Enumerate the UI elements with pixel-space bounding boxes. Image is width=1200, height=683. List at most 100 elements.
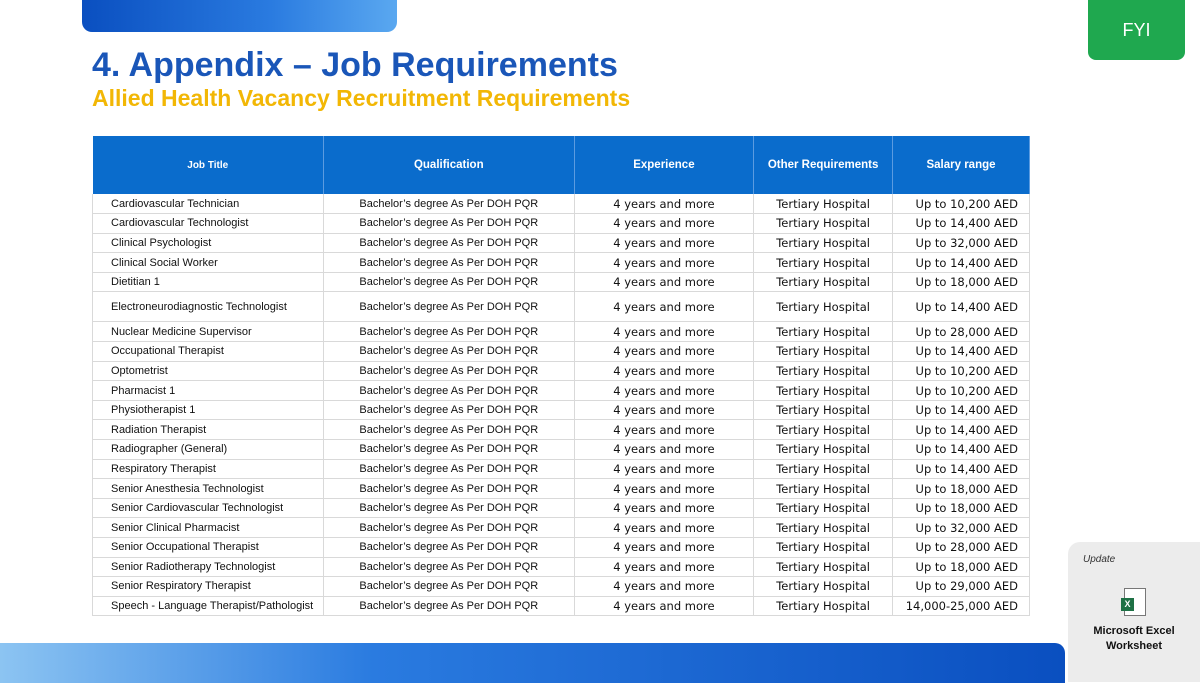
page-subtitle: Allied Health Vacancy Recruitment Requir… [92,85,631,111]
cell-experience: 4 years and more [574,459,755,480]
cell-experience: 4 years and more [574,439,755,460]
cell-job-title: Clinical Psychologist [92,233,324,254]
cell-qualification: Bachelor’s degree As Per DOH PQR [323,596,575,617]
cell-qualification: Bachelor’s degree As Per DOH PQR [323,498,575,519]
cell-qualification: Bachelor’s degree As Per DOH PQR [323,537,575,558]
table-row: Senior Respiratory Therapist Bachelor’s d… [92,576,1030,597]
cell-salary-range: Up to 14,400 AED [892,291,1030,323]
cell-job-title: Respiratory Therapist [92,459,324,480]
cell-job-title: Senior Cardiovascular Technologist [92,498,324,519]
cell-salary-range: Up to 18,000 AED [892,272,1030,293]
cell-job-title: Senior Anesthesia Technologist [92,478,324,499]
cell-salary-range: Up to 14,400 AED [892,439,1030,460]
cell-job-title: Dietitian 1 [92,272,324,293]
cell-qualification: Bachelor’s degree As Per DOH PQR [323,341,575,362]
cell-experience: 4 years and more [574,596,755,617]
cell-other-requirements: Tertiary Hospital [753,291,893,323]
table-row: Occupational Therapist Bachelor’s degree … [92,341,1030,362]
top-decor-bar [82,0,397,32]
cell-salary-range: Up to 14,400 AED [892,341,1030,362]
cell-qualification: Bachelor’s degree As Per DOH PQR [323,361,575,382]
cell-salary-range: Up to 14,400 AED [892,400,1030,421]
cell-experience: 4 years and more [574,537,755,558]
cell-experience: 4 years and more [574,321,755,343]
cell-job-title: Physiotherapist 1 [92,400,324,421]
cell-qualification: Bachelor’s degree As Per DOH PQR [323,517,575,538]
cell-qualification: Bachelor’s degree As Per DOH PQR [323,419,575,441]
cell-experience: 4 years and more [574,576,755,597]
cell-qualification: Bachelor’s degree As Per DOH PQR [323,272,575,293]
cell-qualification: Bachelor’s degree As Per DOH PQR [323,400,575,421]
cell-other-requirements: Tertiary Hospital [753,419,893,441]
cell-qualification: Bachelor’s degree As Per DOH PQR [323,576,575,597]
cell-other-requirements: Tertiary Hospital [753,213,893,234]
table-row: Optometrist Bachelor’s degree As Per DOH … [92,361,1030,382]
cell-experience: 4 years and more [574,233,755,254]
cell-job-title: Cardiovascular Technician [92,194,324,215]
excel-file-icon[interactable]: X [1121,588,1146,616]
table-row: Radiation Therapist Bachelor’s degree As … [92,419,1030,441]
table-row: Senior Radiotherapy Technologist Bachelor… [92,557,1030,578]
cell-qualification: Bachelor’s degree As Per DOH PQR [323,291,575,323]
table-row: Physiotherapist 1 Bachelor’s degree As Pe… [92,400,1030,421]
attachment-panel: Update X Microsoft Excel Worksheet [1068,542,1200,682]
cell-qualification: Bachelor’s degree As Per DOH PQR [323,233,575,254]
cell-other-requirements: Tertiary Hospital [753,576,893,597]
cell-job-title: Senior Occupational Therapist [92,537,324,558]
cell-other-requirements: Tertiary Hospital [753,537,893,558]
cell-other-requirements: Tertiary Hospital [753,517,893,538]
excel-attachment-name[interactable]: Microsoft Excel Worksheet [1093,625,1175,652]
cell-other-requirements: Tertiary Hospital [753,233,893,254]
cell-salary-range: 14,000-25,000 AED [892,596,1030,617]
cell-job-title: Occupational Therapist [92,341,324,362]
job-requirements-table: Job Title Qualification Experience Other Re… [92,136,1030,617]
cell-job-title: Senior Clinical Pharmacist [92,517,324,538]
bottom-decor-bar [0,643,1065,683]
cell-other-requirements: Tertiary Hospital [753,400,893,421]
cell-experience: 4 years and more [574,341,755,362]
cell-qualification: Bachelor’s degree As Per DOH PQR [323,213,575,234]
cell-salary-range: Up to 14,400 AED [892,419,1030,441]
cell-qualification: Bachelor’s degree As Per DOH PQR [323,478,575,499]
cell-qualification: Bachelor’s degree As Per DOH PQR [323,252,575,273]
table-row: Electroneurodiagnostic Technologist Bache… [92,291,1030,323]
cell-job-title: Clinical Social Worker [92,252,324,273]
cell-experience: 4 years and more [574,291,755,323]
update-label: Update [1083,554,1116,565]
cell-job-title: Nuclear Medicine Supervisor [92,321,324,343]
cell-salary-range: Up to 18,000 AED [892,478,1030,499]
table-header-row: Job Title Qualification Experience Other Re… [92,136,1030,194]
cell-qualification: Bachelor’s degree As Per DOH PQR [323,459,575,480]
cell-other-requirements: Tertiary Hospital [753,361,893,382]
cell-salary-range: Up to 14,400 AED [892,213,1030,234]
cell-experience: 4 years and more [574,400,755,421]
header-other-requirements: Other Requirements [753,136,893,194]
cell-job-title: Optometrist [92,361,324,382]
cell-salary-range: Up to 10,200 AED [892,361,1030,382]
cell-other-requirements: Tertiary Hospital [753,194,893,215]
table-row: Cardiovascular Technologist Bachelor’s de… [92,213,1030,234]
header-experience: Experience [574,136,755,194]
cell-salary-range: Up to 28,000 AED [892,321,1030,343]
table-row: Speech - Language Therapist/Pathologist B… [92,596,1030,617]
table-row: Senior Cardiovascular Technologist Bachel… [92,498,1030,519]
cell-job-title: Speech - Language Therapist/Pathologist [92,596,324,617]
table-row: Clinical Social Worker Bachelor’s degree … [92,252,1030,273]
cell-job-title: Radiation Therapist [92,419,324,441]
table-row: Cardiovascular Technician Bachelor’s degr… [92,194,1030,215]
cell-salary-range: Up to 29,000 AED [892,576,1030,597]
cell-experience: 4 years and more [574,498,755,519]
cell-job-title: Senior Radiotherapy Technologist [92,557,324,578]
table-row: Pharmacist 1 Bachelor’s degree As Per DOH… [92,380,1030,401]
cell-qualification: Bachelor’s degree As Per DOH PQR [323,557,575,578]
table-row: Respiratory Therapist Bachelor’s degree A… [92,459,1030,480]
cell-experience: 4 years and more [574,478,755,499]
cell-qualification: Bachelor’s degree As Per DOH PQR [323,380,575,401]
cell-other-requirements: Tertiary Hospital [753,252,893,273]
table-row: Radiographer (General) Bachelor’s degree … [92,439,1030,460]
cell-other-requirements: Tertiary Hospital [753,321,893,343]
cell-job-title: Senior Respiratory Therapist [92,576,324,597]
cell-qualification: Bachelor’s degree As Per DOH PQR [323,194,575,215]
cell-other-requirements: Tertiary Hospital [753,478,893,499]
table-row: Dietitian 1 Bachelor’s degree As Per DOH … [92,272,1030,293]
